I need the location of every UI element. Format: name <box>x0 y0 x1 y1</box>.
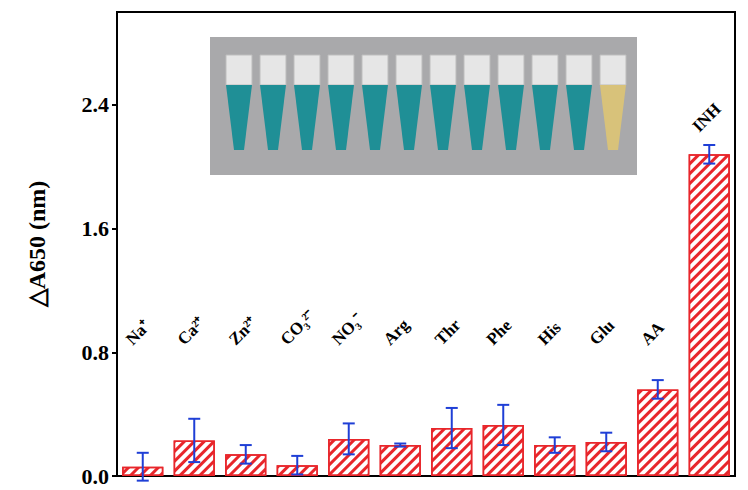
svg-text:0.8: 0.8 <box>82 340 110 365</box>
svg-text:CO₃²⁻: CO₃²⁻ <box>277 306 320 349</box>
svg-text:Ca²⁺: Ca²⁺ <box>174 313 210 349</box>
svg-text:INH: INH <box>689 100 725 136</box>
svg-text:2.4: 2.4 <box>82 92 110 117</box>
svg-text:His: His <box>534 318 565 349</box>
svg-text:Zn²⁺: Zn²⁺ <box>225 313 261 349</box>
svg-text:AA: AA <box>637 317 668 348</box>
svg-text:Na⁺: Na⁺ <box>122 316 154 348</box>
svg-text:Glu: Glu <box>586 316 619 349</box>
svg-text:Thr: Thr <box>431 315 465 349</box>
svg-text:0.0: 0.0 <box>82 464 110 489</box>
svg-text:NO₃⁻: NO₃⁻ <box>328 309 367 348</box>
svg-text:Phe: Phe <box>483 316 516 349</box>
svg-text:1.6: 1.6 <box>82 216 110 241</box>
svg-text:△A650 (nm): △A650 (nm) <box>24 181 50 309</box>
svg-text:Arg: Arg <box>380 315 414 349</box>
